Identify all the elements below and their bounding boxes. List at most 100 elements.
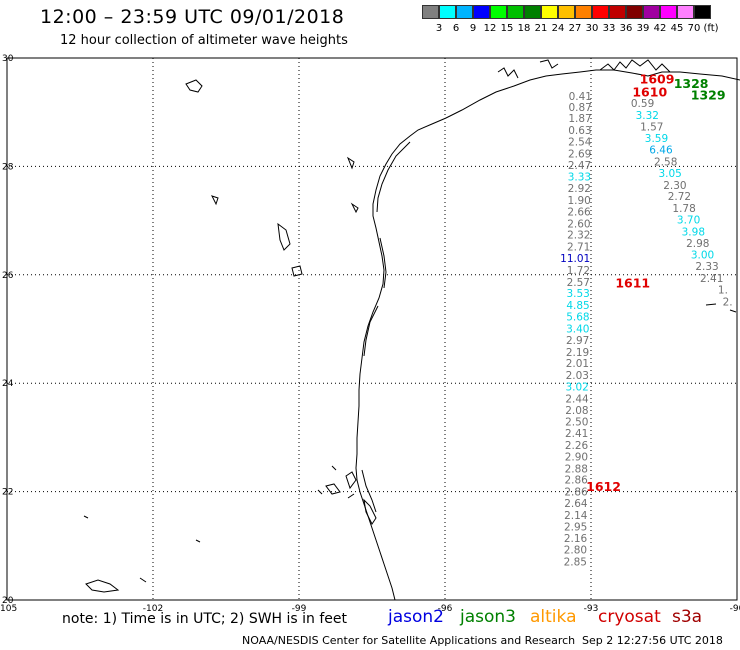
swh-value: 2.86 bbox=[564, 487, 588, 499]
swh-value: 1.72 bbox=[567, 265, 590, 277]
scale-label: (ft) bbox=[703, 23, 719, 34]
swh-value: 2.95 bbox=[564, 521, 587, 533]
swh-value: 11.01 bbox=[560, 253, 590, 265]
scale-swatch bbox=[456, 5, 473, 19]
pass-number-label: 1610 bbox=[632, 85, 667, 100]
lat-tick-label: 30 bbox=[2, 54, 14, 64]
inland-lakes bbox=[185, 79, 359, 277]
swh-value: 1.78 bbox=[672, 203, 695, 215]
color-scale: 3 6 9 12 15 18 21 24 27 30 33 36 39 42 45 70 (ft) bbox=[422, 5, 719, 34]
scale-swatch bbox=[558, 5, 575, 19]
map-frame bbox=[6, 57, 738, 601]
bay-of-campeche-islands bbox=[83, 303, 737, 593]
swh-value: 3.98 bbox=[682, 226, 705, 238]
swh-value: 3.02 bbox=[565, 381, 588, 393]
lon-tick-label: -93 bbox=[584, 604, 599, 614]
swh-value: 2.01 bbox=[566, 358, 589, 370]
scale-swatch bbox=[592, 5, 609, 19]
credit-text: NOAA/NESDIS Center for Satellite Applica… bbox=[242, 634, 576, 647]
swh-value: 2.86 bbox=[564, 475, 588, 487]
swh-value: 0.63 bbox=[568, 125, 591, 137]
swh-value: 3.05 bbox=[658, 168, 681, 180]
mississippi-delta bbox=[497, 59, 671, 79]
lat-tick-label: 26 bbox=[2, 271, 14, 281]
scale-label: 6 bbox=[452, 23, 460, 34]
lon-tick-label: -96 bbox=[438, 604, 453, 614]
pass-number-label: 1612 bbox=[586, 479, 621, 494]
scale-label: 45 bbox=[670, 23, 684, 34]
swh-value: 1.87 bbox=[568, 113, 591, 125]
scale-swatch bbox=[541, 5, 558, 19]
swh-value: 3.33 bbox=[568, 172, 591, 184]
swh-value: 2.41 bbox=[565, 428, 588, 440]
scale-label: 33 bbox=[602, 23, 616, 34]
swh-value: 2.44 bbox=[565, 393, 589, 405]
axis-labels: -105 -102 -99 -96 -93 -90 30 28 26 24 22 20 bbox=[0, 54, 740, 614]
lat-tick-label: 22 bbox=[2, 488, 13, 498]
scale-swatch bbox=[677, 5, 694, 19]
scale-label: 9 bbox=[469, 23, 477, 34]
swh-value: 2.14 bbox=[564, 510, 588, 522]
map-title: 12:00 – 23:59 UTC 09/01/2018 bbox=[40, 6, 345, 28]
swh-value: 2.33 bbox=[695, 261, 718, 273]
legend-altika: altika bbox=[530, 607, 577, 627]
map-subtitle: 12 hour collection of altimeter wave hei… bbox=[60, 33, 348, 48]
satellite-tracks: 0.410.871.870.632.542.692.473.332.921.90… bbox=[560, 91, 732, 569]
scale-label: 30 bbox=[585, 23, 599, 34]
scale-label: 24 bbox=[551, 23, 565, 34]
lat-tick-label: 20 bbox=[2, 596, 14, 606]
swh-value: 4.85 bbox=[566, 300, 589, 312]
swh-value: 2.57 bbox=[567, 277, 590, 289]
scale-label: 39 bbox=[636, 23, 650, 34]
legend-jason2: jason2 bbox=[388, 607, 444, 627]
pass-number-label: 1611 bbox=[615, 275, 650, 290]
swh-value: 2.90 bbox=[565, 451, 588, 463]
scale-swatch bbox=[524, 5, 541, 19]
swh-value: 3.32 bbox=[636, 110, 659, 122]
footer-note: note: 1) Time is in UTC; 2) SWH is in fe… bbox=[62, 611, 348, 627]
swh-value: 2.85 bbox=[564, 557, 587, 569]
scale-swatch bbox=[422, 5, 439, 19]
barrier-islands bbox=[361, 141, 411, 513]
coastline bbox=[83, 59, 740, 601]
lon-tick-label: -102 bbox=[143, 604, 163, 614]
generated-timestamp: Sep 2 12:27:56 UTC 2018 bbox=[582, 634, 723, 647]
legend-cryosat: cryosat bbox=[598, 607, 661, 627]
scale-swatch bbox=[694, 5, 711, 19]
scale-swatch bbox=[439, 5, 456, 19]
swh-value: 1.90 bbox=[567, 195, 590, 207]
swh-value: 2.98 bbox=[686, 238, 709, 250]
swh-value: 2.97 bbox=[566, 335, 589, 347]
scale-swatch bbox=[575, 5, 592, 19]
swh-value: 2.30 bbox=[663, 180, 686, 192]
swh-value: 5.68 bbox=[566, 312, 589, 324]
swh-value: 2.08 bbox=[565, 405, 588, 417]
swh-value: 2.32 bbox=[567, 230, 590, 242]
pass-labels: 1609 1328 1610 1329 1611 1612 bbox=[586, 72, 725, 495]
swh-value: 2.80 bbox=[564, 545, 587, 557]
scale-label: 18 bbox=[517, 23, 531, 34]
scale-label: 36 bbox=[619, 23, 633, 34]
scale-swatch bbox=[660, 5, 677, 19]
swh-value: 3.00 bbox=[691, 250, 714, 262]
swh-value: 2.88 bbox=[565, 463, 588, 475]
swh-value: 2. bbox=[723, 296, 733, 308]
swh-value: 1.57 bbox=[640, 121, 663, 133]
scale-label: 27 bbox=[568, 23, 582, 34]
swh-value: 2.64 bbox=[564, 498, 588, 510]
swh-value: 2.47 bbox=[568, 160, 591, 172]
swh-value: 0.59 bbox=[631, 98, 654, 110]
color-scale-bar bbox=[422, 5, 711, 19]
legend-jason3: jason3 bbox=[460, 607, 516, 627]
scale-label: 70 bbox=[687, 23, 701, 34]
scale-swatch bbox=[609, 5, 626, 19]
swh-value: 6.46 bbox=[649, 145, 673, 157]
swh-value: 3.40 bbox=[566, 323, 589, 335]
swh-value: 2.19 bbox=[566, 347, 589, 359]
swh-value: 2.60 bbox=[567, 218, 590, 230]
mexico-lagoons bbox=[317, 465, 377, 525]
swh-value: 0.41 bbox=[569, 91, 592, 103]
scale-label: 21 bbox=[534, 23, 548, 34]
swh-value: 2.54 bbox=[568, 136, 592, 148]
